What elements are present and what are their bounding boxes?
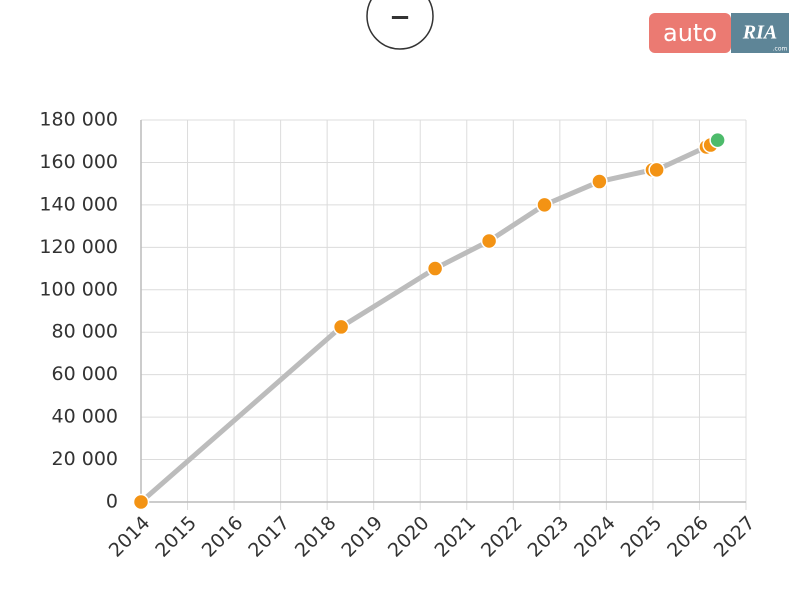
y-tick-label: 160 000 xyxy=(39,151,118,173)
y-tick-label: 80 000 xyxy=(52,321,118,343)
zoom-out-button[interactable]: − xyxy=(366,0,434,50)
x-tick-label: 2015 xyxy=(151,512,201,562)
line xyxy=(139,138,720,504)
x-tick-label: 2027 xyxy=(710,512,760,562)
data-point xyxy=(132,493,150,511)
logo[interactable]: auto RIA .com xyxy=(649,13,789,53)
y-tick-label: 0 xyxy=(106,491,118,513)
logo-text: RIA xyxy=(742,22,777,44)
y-tick-label: 20 000 xyxy=(52,448,118,470)
x-tick-label: 2025 xyxy=(617,512,667,562)
logo-left-bg xyxy=(649,13,731,53)
y-tick-label: 120 000 xyxy=(39,236,118,258)
data-point xyxy=(591,173,608,190)
x-tick-label: 2020 xyxy=(384,512,434,562)
y-tick-label: 140 000 xyxy=(39,193,118,215)
x-tick-label: 2026 xyxy=(663,512,713,562)
y-tick-label: 40 000 xyxy=(52,406,118,428)
data-point xyxy=(709,131,726,149)
logo-text: .com xyxy=(773,46,788,53)
data-point xyxy=(480,232,498,250)
data-point xyxy=(536,196,553,214)
x-tick-label: 2022 xyxy=(477,512,527,562)
button-circle[interactable] xyxy=(366,0,434,50)
y-tick-label: 100 000 xyxy=(39,278,118,300)
y-tick-label: 180 000 xyxy=(39,109,118,131)
x-tick-label: 2024 xyxy=(570,512,620,562)
data-point xyxy=(426,260,444,277)
x-tick-label: 2023 xyxy=(524,512,574,562)
logo-text: auto xyxy=(663,19,717,47)
x-tick-label: 2014 xyxy=(105,512,155,562)
x-tick-label: 2019 xyxy=(337,512,387,562)
data-point xyxy=(332,318,350,336)
logo-right-bg xyxy=(731,13,789,53)
x-tick-label: 2016 xyxy=(198,512,248,562)
data-point xyxy=(648,161,665,179)
x-tick-label: 2017 xyxy=(244,512,294,562)
button-label[interactable]: − xyxy=(389,3,411,33)
x-tick-label: 2021 xyxy=(430,512,480,562)
x-tick-label: 2018 xyxy=(291,512,341,562)
y-tick-label: 60 000 xyxy=(52,363,118,385)
